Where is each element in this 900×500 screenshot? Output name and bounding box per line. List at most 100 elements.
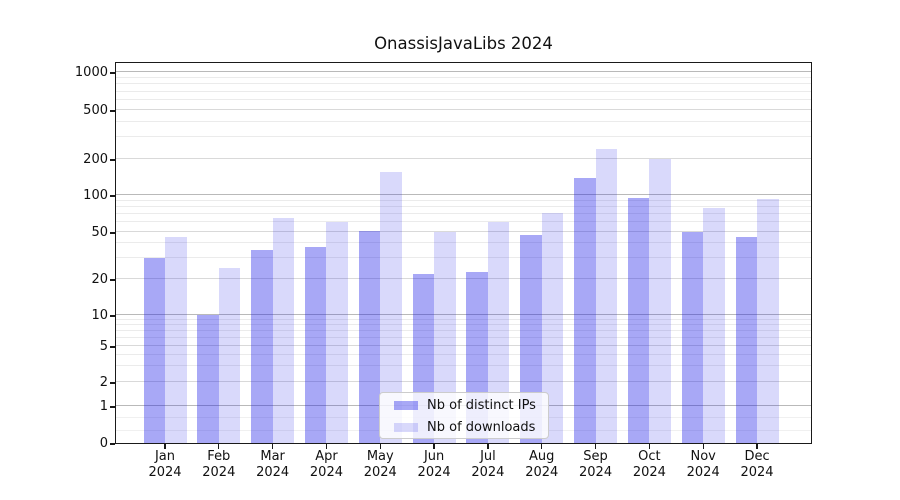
legend-item-ips: Nb of distinct IPs — [380, 395, 548, 417]
gridline-90 — [116, 199, 811, 201]
x-tick-sep — [594, 444, 597, 449]
chart-title: OnassisJavaLibs 2024 — [374, 34, 553, 53]
x-label-sep: Sep 2024 — [564, 449, 628, 480]
x-label-month: Nov — [690, 449, 716, 464]
x-tick-jan — [164, 444, 166, 449]
y-tick-label-200: 200 — [83, 152, 108, 167]
x-tick-mar — [271, 444, 274, 449]
gridline-1000 — [116, 71, 811, 72]
gridline-900 — [116, 76, 811, 78]
bar-ips-dec — [735, 237, 758, 443]
y-tick-label-10: 10 — [91, 308, 108, 323]
gridline-10 — [116, 314, 811, 315]
gridline-700 — [116, 90, 811, 92]
y-tick-1000 — [110, 72, 115, 74]
y-tick-1 — [110, 406, 115, 408]
bar-downloads-oct — [649, 159, 671, 443]
x-label-year: 2024 — [686, 464, 720, 480]
gridline-80 — [116, 205, 811, 207]
x-label-oct: Oct 2024 — [617, 449, 681, 480]
gridline-100 — [116, 194, 811, 195]
legend-swatch-downloads — [394, 422, 418, 432]
x-label-year: 2024 — [579, 464, 613, 480]
y-tick-label-50: 50 — [91, 225, 108, 240]
gridline-5 — [116, 345, 811, 346]
y-tick-label-20: 20 — [91, 272, 108, 287]
x-label-year: 2024 — [471, 464, 505, 480]
bar-ips-feb — [197, 315, 219, 443]
x-tick-oct — [648, 444, 651, 449]
bar-downloads-mar — [272, 218, 295, 443]
legend-label-ips: Nb of distinct IPs — [427, 398, 536, 414]
gridline-60 — [116, 221, 811, 223]
x-label-jul: Jul 2024 — [456, 449, 520, 480]
y-tick-label-5: 5 — [99, 339, 108, 354]
x-label-year: 2024 — [632, 464, 666, 480]
x-label-month: Mar — [260, 449, 285, 464]
gridline-40 — [116, 242, 811, 244]
x-label-year: 2024 — [148, 464, 182, 480]
y-tick-0 — [110, 443, 115, 445]
gridline-20 — [116, 278, 811, 279]
x-label-mar: Mar 2024 — [241, 449, 305, 480]
bar-downloads-apr — [326, 222, 348, 443]
x-tick-apr — [325, 444, 328, 449]
y-tick-2 — [110, 382, 115, 384]
y-tick-label-0: 0 — [99, 436, 108, 451]
x-tick-feb — [218, 444, 220, 449]
x-label-aug: Aug 2024 — [510, 449, 574, 480]
x-label-month: Aug — [529, 449, 555, 464]
plot-area: Nb of distinct IPs Nb of downloads — [115, 62, 812, 444]
x-label-jan: Jan 2024 — [133, 449, 197, 480]
x-label-month: Dec — [744, 449, 770, 464]
x-label-year: 2024 — [256, 464, 290, 480]
x-label-nov: Nov 2024 — [671, 449, 735, 480]
bar-downloads-sep — [595, 149, 618, 443]
x-label-year: 2024 — [417, 464, 451, 480]
bar-ips-oct — [627, 197, 650, 443]
x-label-month: Sep — [583, 449, 608, 464]
x-label-month: Oct — [638, 449, 661, 464]
legend-label-downloads: Nb of downloads — [427, 419, 536, 435]
gridline-3 — [116, 365, 811, 367]
y-tick-5 — [110, 346, 115, 348]
x-tick-dec — [756, 444, 758, 449]
y-tick-label-2: 2 — [99, 375, 108, 390]
bar-downloads-jul — [487, 222, 510, 443]
x-label-year: 2024 — [309, 464, 343, 480]
gridline-4 — [116, 353, 811, 355]
gridline-70 — [116, 213, 811, 215]
gridline-7 — [116, 329, 811, 331]
y-tick-label-1: 1 — [99, 399, 108, 414]
gridline-50 — [116, 231, 811, 232]
x-label-apr: Apr 2024 — [294, 449, 358, 480]
x-label-year: 2024 — [202, 464, 236, 480]
gridline-9 — [116, 318, 811, 320]
bar-downloads-nov — [703, 208, 725, 443]
bar-ips-nov — [681, 232, 704, 443]
bar-downloads-may — [380, 172, 402, 443]
x-tick-jul — [487, 444, 489, 449]
x-label-year: 2024 — [525, 464, 559, 480]
x-tick-jun — [433, 444, 435, 449]
legend-swatch-ips — [394, 401, 418, 411]
gridline-400 — [116, 120, 811, 122]
bar-downloads-dec — [757, 199, 779, 443]
y-tick-500 — [110, 110, 115, 112]
legend: Nb of distinct IPs Nb of downloads — [379, 392, 549, 439]
x-label-month: Jul — [480, 449, 496, 464]
gridline-6 — [116, 336, 811, 338]
y-tick-label-100: 100 — [83, 188, 108, 203]
x-label-dec: Dec 2024 — [725, 449, 789, 480]
y-tick-200 — [110, 159, 115, 161]
x-tick-aug — [541, 444, 543, 449]
y-tick-10 — [110, 315, 115, 317]
x-label-feb: Feb 2024 — [187, 449, 251, 480]
x-tick-nov — [702, 444, 704, 449]
y-tick-label-1000: 1000 — [74, 65, 108, 80]
gridline-8 — [116, 323, 811, 325]
bar-downloads-aug — [541, 212, 564, 443]
x-label-year: 2024 — [363, 464, 397, 480]
bar-ips-aug — [520, 235, 542, 443]
x-label-month: Apr — [315, 449, 338, 464]
